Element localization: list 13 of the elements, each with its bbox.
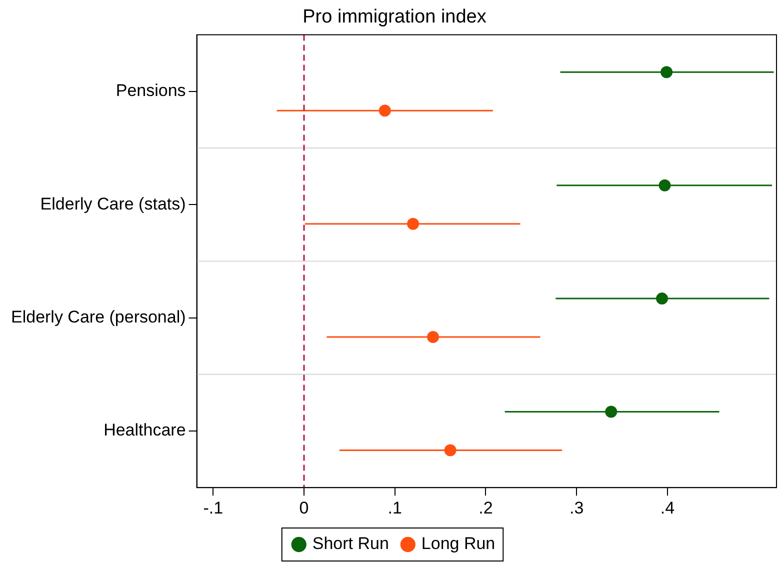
x-tick-label: .2 bbox=[478, 498, 493, 518]
x-tick-label: 0 bbox=[299, 498, 309, 518]
x-tick-label: .3 bbox=[570, 498, 584, 518]
y-tick-label: Elderly Care (personal) bbox=[10, 307, 186, 326]
y-tick-label: Healthcare bbox=[104, 420, 186, 440]
y-tick-label: Elderly Care (stats) bbox=[40, 194, 186, 214]
legend-label: Long Run bbox=[421, 534, 496, 554]
x-tick-label: .1 bbox=[388, 498, 402, 518]
x-tick-label: -.1 bbox=[203, 498, 224, 518]
chart-title: Pro immigration index bbox=[302, 6, 487, 28]
x-tick-label: .4 bbox=[660, 498, 675, 518]
y-tick-label: Pensions bbox=[116, 81, 186, 100]
legend-label: Short Run bbox=[312, 534, 389, 554]
